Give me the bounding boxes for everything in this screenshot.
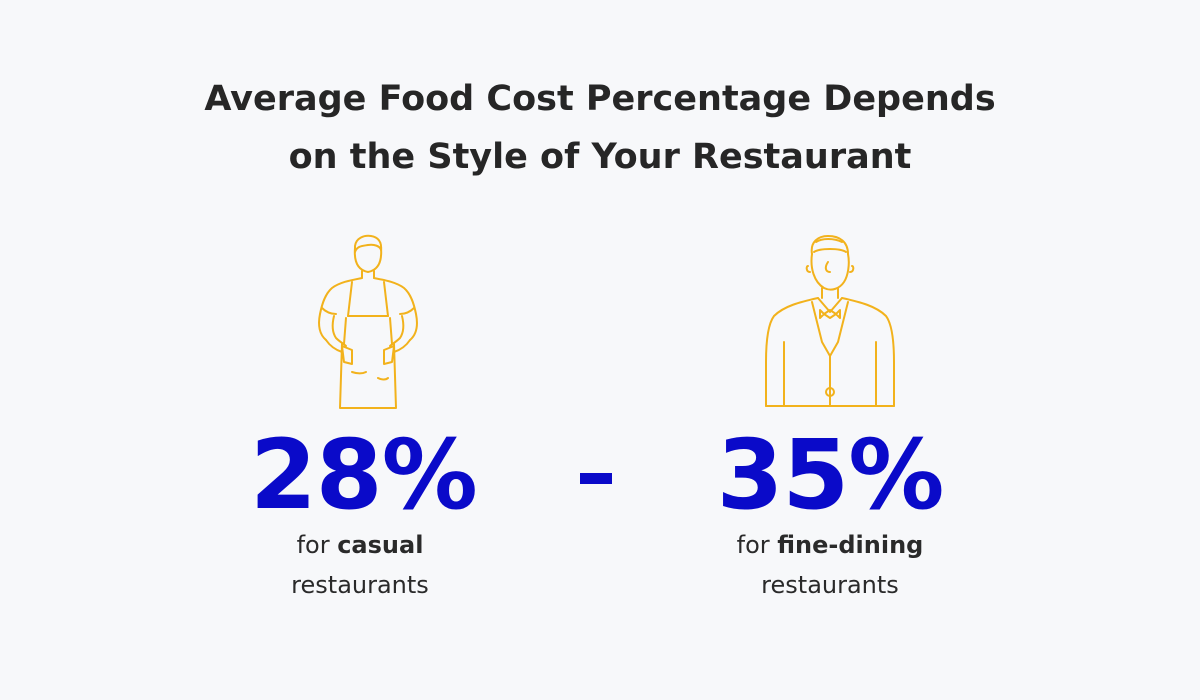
casual-caption-line-1: for casual xyxy=(250,525,470,565)
title-line-2: on the Style of Your Restaurant xyxy=(288,137,912,177)
casual-percentage: 28% xyxy=(250,419,478,531)
fine-dining-caption-line-1: for fine-dining xyxy=(710,525,950,565)
range-separator xyxy=(580,473,612,484)
fine-dining-caption-bold: fine-dining xyxy=(777,531,924,559)
casual-caption-bold: casual xyxy=(337,531,424,559)
casual-stat: 28% for casual restaurants xyxy=(250,419,478,605)
fine-dining-percentage: 35% xyxy=(716,419,945,531)
casual-caption-prefix: for xyxy=(296,531,330,559)
waiter-apron-icon xyxy=(308,232,430,412)
page-title: Average Food Cost Percentage Depends on … xyxy=(0,70,1200,186)
fine-dining-caption-line-2: restaurants xyxy=(761,571,899,599)
formal-waiter-icon xyxy=(762,232,902,412)
title-line-1: Average Food Cost Percentage Depends xyxy=(204,79,996,119)
fine-dining-caption-prefix: for xyxy=(736,531,770,559)
fine-dining-stat: 35% for fine-dining restaurants xyxy=(710,425,950,605)
casual-caption-line-2: restaurants xyxy=(291,571,429,599)
